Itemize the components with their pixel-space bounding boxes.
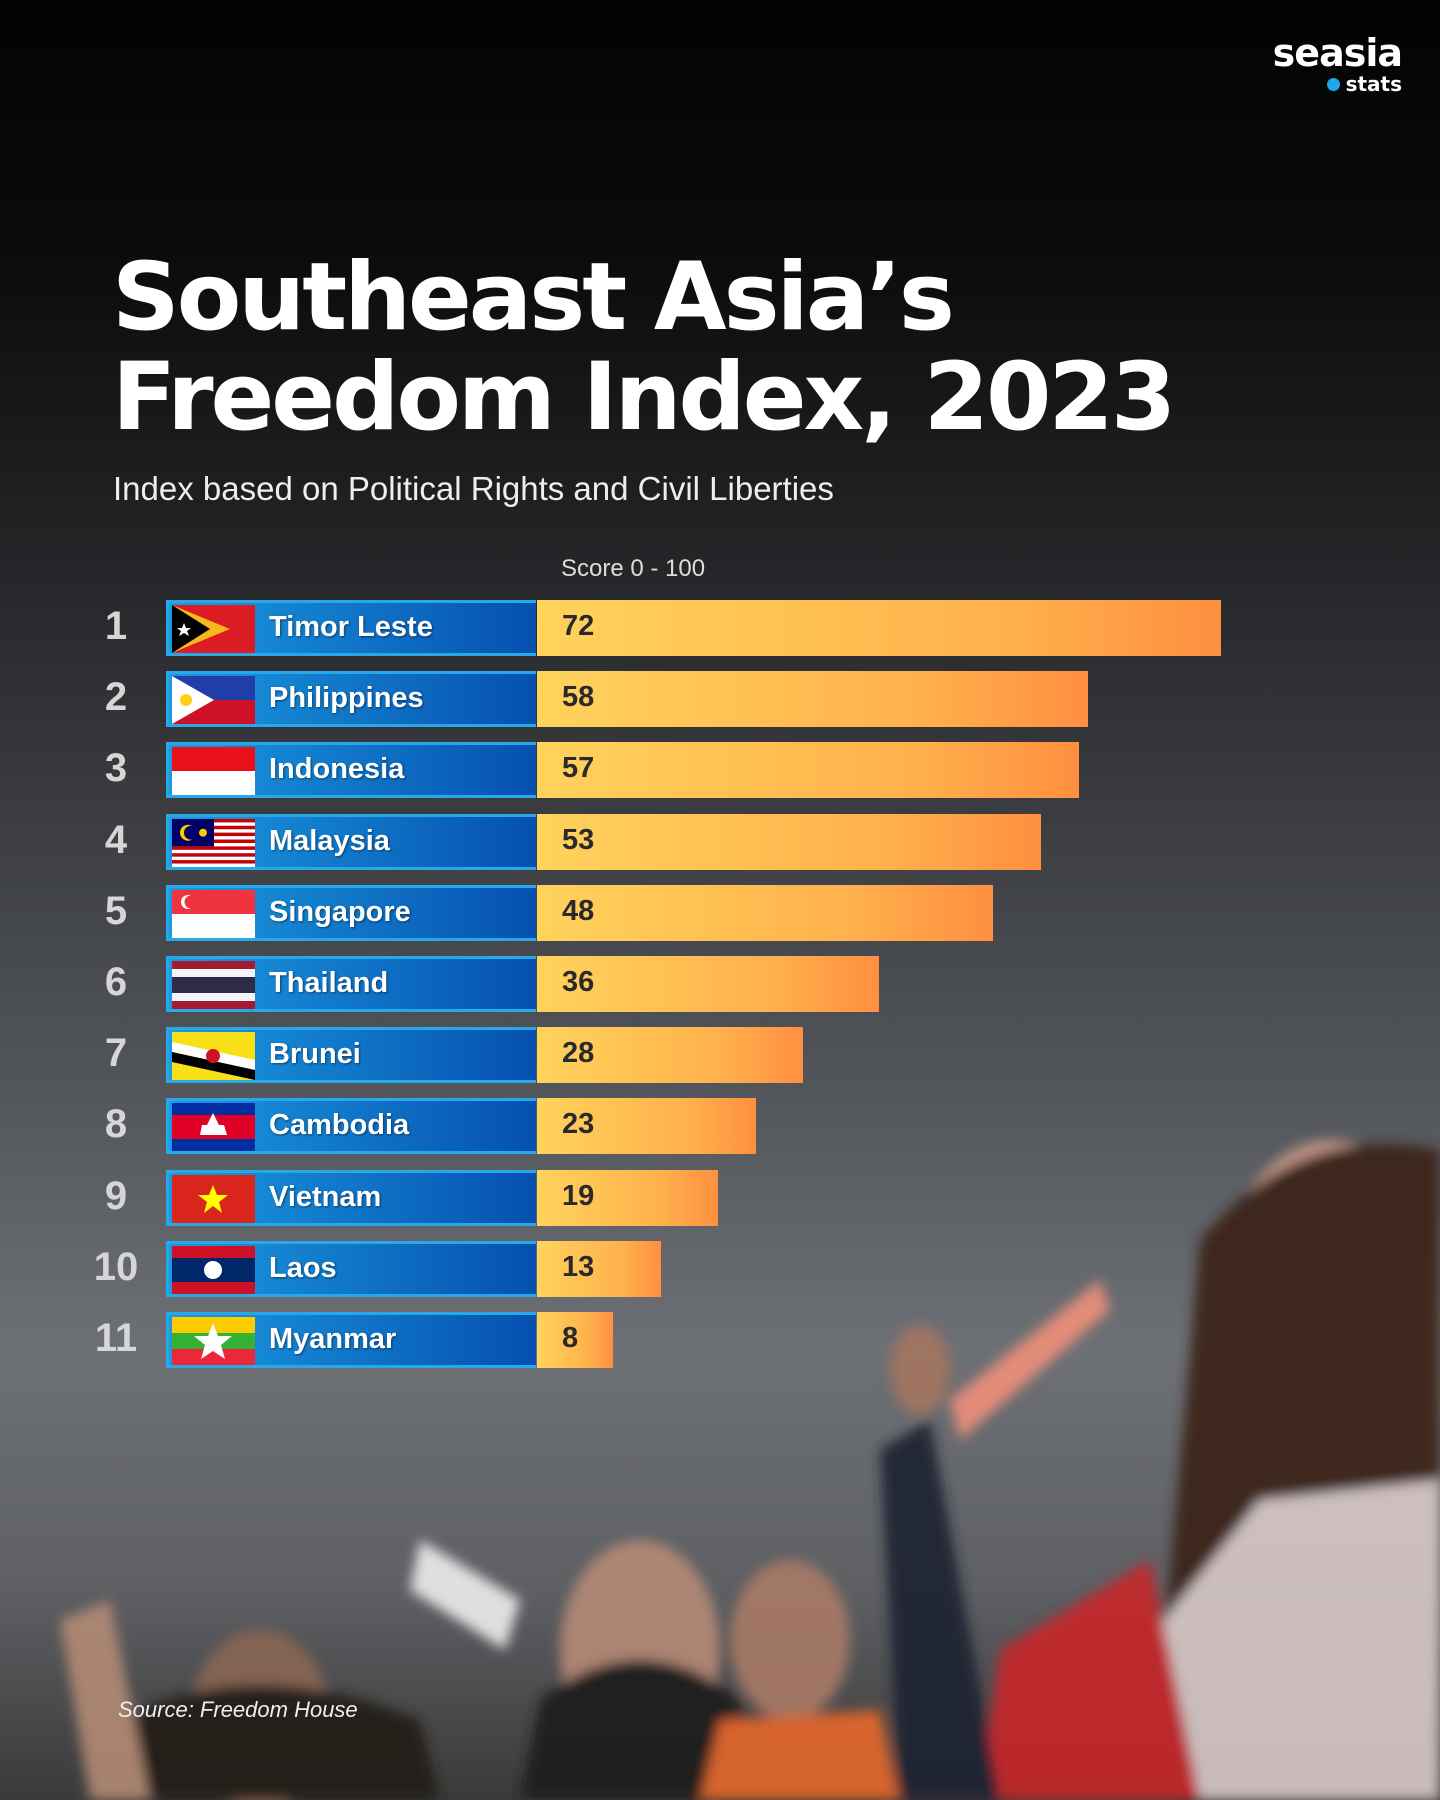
country-name: Myanmar — [269, 1323, 397, 1355]
score-value: 72 — [562, 610, 595, 642]
score-bar: 36 — [537, 956, 879, 1012]
country-name: Singapore — [269, 895, 411, 928]
score-value: 48 — [562, 894, 595, 927]
bar-row: 5 Singapore 48 — [0, 884, 1440, 941]
score-value: 36 — [562, 966, 595, 998]
rank-label: 9 — [104, 1173, 128, 1218]
bar-row: 4 Malaysia 53 — [0, 813, 1440, 870]
country-label-box: Indonesia — [166, 742, 536, 799]
logo-subtext: stats — [1345, 72, 1402, 96]
country-name: Malaysia — [269, 824, 390, 857]
bar-row: 2 Philippines 58 — [0, 671, 1440, 728]
score-bar: 72 — [537, 600, 1221, 656]
bar-row: 8 Cambodia 23 — [0, 1098, 1440, 1155]
country-label-box: Thailand — [166, 956, 536, 1012]
country-label-box: Cambodia — [166, 1098, 536, 1155]
country-flag-icon — [172, 747, 255, 796]
country-flag-icon — [172, 818, 255, 867]
score-bar: 58 — [537, 671, 1088, 728]
logo-text: seasia — [1272, 31, 1403, 75]
country-label-box: Philippines — [166, 671, 536, 728]
logo-dot-icon — [1326, 77, 1340, 91]
country-name: Vietnam — [269, 1180, 382, 1213]
source-note: Source: Freedom House — [118, 1697, 358, 1722]
bar-row: 1 Timor Leste 72 — [0, 600, 1440, 656]
country-name: Philippines — [269, 682, 424, 715]
title-line-2: Freedom Index, 2023 — [112, 343, 1176, 452]
bar-row: 6 Thailand 36 — [0, 956, 1440, 1012]
bar-row: 10 Laos 13 — [0, 1240, 1440, 1297]
score-value: 57 — [562, 752, 595, 785]
bar-row: 3 Indonesia 57 — [0, 742, 1440, 799]
score-bar: 19 — [537, 1169, 718, 1226]
country-label-box: Malaysia — [166, 813, 536, 870]
rank-label: 5 — [104, 888, 128, 933]
country-flag-icon — [172, 1174, 255, 1223]
bar-row: 11 Myanmar 8 — [0, 1312, 1440, 1368]
score-bar: 28 — [537, 1027, 803, 1084]
seasia-stats-logo: seasia stats — [1272, 31, 1403, 96]
country-name: Brunei — [269, 1038, 361, 1071]
score-bar: 57 — [537, 742, 1079, 799]
bar-row: 7 Brunei 28 — [0, 1027, 1440, 1084]
country-flag-icon — [172, 1245, 255, 1294]
country-flag-icon — [172, 1317, 255, 1365]
score-value: 23 — [562, 1108, 595, 1141]
rank-label: 2 — [104, 675, 128, 720]
country-name: Cambodia — [269, 1109, 410, 1142]
rank-label: 1 — [104, 604, 128, 648]
country-flag-icon — [172, 676, 255, 725]
score-value: 19 — [562, 1179, 595, 1212]
rank-label: 8 — [104, 1102, 128, 1147]
country-flag-icon — [172, 889, 255, 938]
score-bar: 8 — [537, 1312, 613, 1368]
rank-label: 11 — [94, 1316, 138, 1360]
title-line-1: Southeast Asia’s — [112, 243, 955, 352]
score-value: 13 — [562, 1250, 595, 1283]
score-value: 53 — [562, 823, 595, 856]
chart-title: Southeast Asia’s Freedom Index, 2023 — [112, 248, 1176, 448]
rank-label: 4 — [104, 817, 128, 862]
country-name: Timor Leste — [269, 611, 433, 643]
country-label-box: Vietnam — [166, 1169, 536, 1226]
country-label-box: Singapore — [166, 884, 536, 941]
country-label-box: Laos — [166, 1240, 536, 1297]
country-label-box: Brunei — [166, 1027, 536, 1084]
country-flag-icon — [172, 1103, 255, 1152]
country-label-box: Myanmar — [166, 1312, 536, 1368]
score-bar: 48 — [537, 884, 993, 941]
country-name: Indonesia — [269, 753, 405, 786]
country-flag-icon — [172, 605, 255, 653]
country-label-box: Timor Leste — [166, 600, 536, 656]
country-flag-icon — [172, 961, 255, 1009]
rank-label: 7 — [104, 1031, 128, 1076]
rank-label: 3 — [104, 746, 128, 791]
score-value: 8 — [562, 1322, 579, 1354]
rank-label: 10 — [93, 1244, 139, 1289]
country-name: Thailand — [269, 967, 389, 999]
score-bar: 53 — [537, 813, 1041, 870]
country-flag-icon — [172, 1032, 255, 1081]
country-name: Laos — [269, 1251, 337, 1284]
bar-row: 9 Vietnam 19 — [0, 1169, 1440, 1226]
score-bar: 13 — [537, 1240, 661, 1297]
score-value: 58 — [562, 681, 595, 714]
rank-label: 6 — [104, 960, 128, 1004]
axis-label: Score 0 - 100 — [561, 555, 706, 582]
chart-subtitle: Index based on Political Rights and Civi… — [113, 470, 834, 507]
score-value: 28 — [562, 1037, 595, 1070]
score-bar: 23 — [537, 1098, 756, 1155]
